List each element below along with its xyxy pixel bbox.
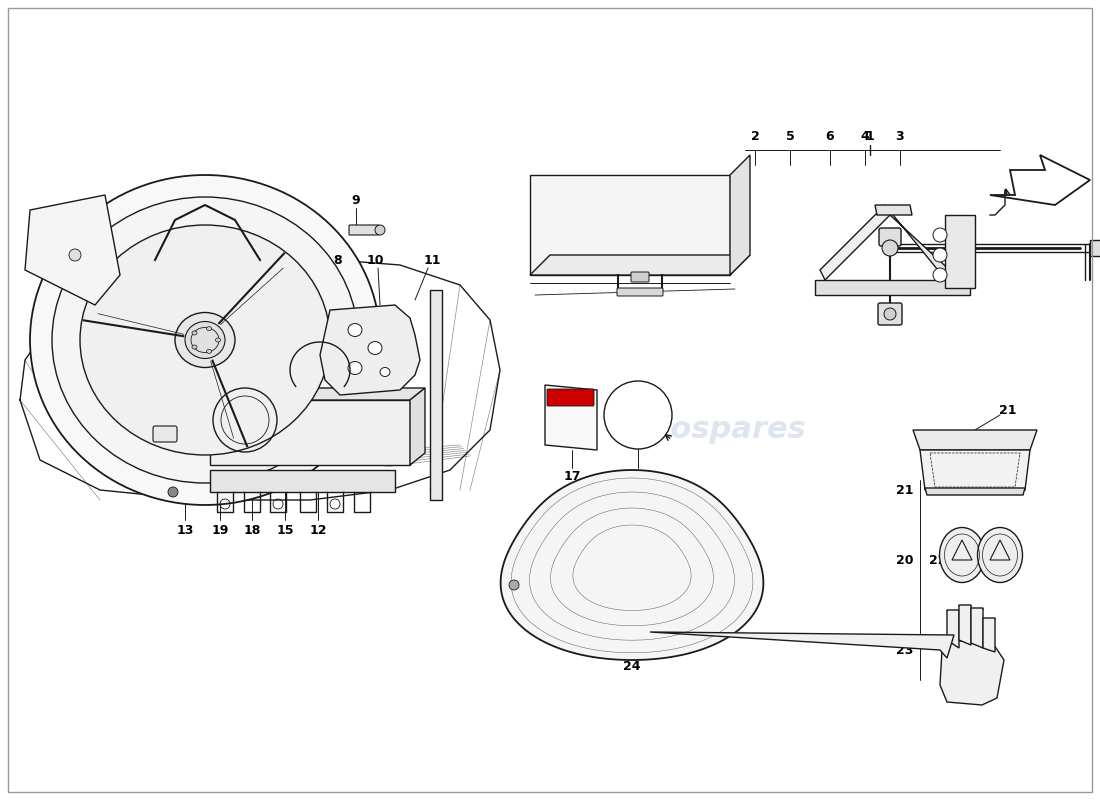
Polygon shape xyxy=(210,470,395,492)
Circle shape xyxy=(933,228,947,242)
Polygon shape xyxy=(983,618,996,652)
Text: 18: 18 xyxy=(243,523,261,537)
Text: 4: 4 xyxy=(860,130,869,142)
FancyBboxPatch shape xyxy=(879,228,901,246)
Polygon shape xyxy=(945,215,975,288)
Polygon shape xyxy=(920,450,1030,490)
FancyBboxPatch shape xyxy=(547,389,594,406)
Polygon shape xyxy=(730,155,750,275)
Text: 21: 21 xyxy=(896,483,914,497)
Polygon shape xyxy=(430,290,442,500)
FancyBboxPatch shape xyxy=(617,288,663,296)
Text: 16: 16 xyxy=(629,470,647,482)
Text: ✦: ✦ xyxy=(967,670,977,680)
Polygon shape xyxy=(210,388,425,400)
Text: 17: 17 xyxy=(563,470,581,482)
Text: 1: 1 xyxy=(866,130,874,142)
Ellipse shape xyxy=(30,175,379,505)
Text: 21: 21 xyxy=(999,403,1016,417)
Polygon shape xyxy=(815,280,970,295)
FancyBboxPatch shape xyxy=(349,225,379,235)
Text: 24: 24 xyxy=(624,661,640,674)
Text: 22: 22 xyxy=(930,554,947,566)
Ellipse shape xyxy=(80,225,330,455)
Circle shape xyxy=(882,240,898,256)
Polygon shape xyxy=(971,608,983,648)
Text: MAX
KM/h: MAX KM/h xyxy=(631,424,645,434)
Text: 13: 13 xyxy=(176,523,194,537)
Circle shape xyxy=(509,580,519,590)
Polygon shape xyxy=(650,632,954,658)
Polygon shape xyxy=(530,175,730,275)
Ellipse shape xyxy=(52,197,358,483)
Text: 15: 15 xyxy=(276,523,294,537)
Ellipse shape xyxy=(368,342,382,354)
Text: 20: 20 xyxy=(896,554,914,566)
Polygon shape xyxy=(820,205,890,280)
Text: eurospares: eurospares xyxy=(614,415,806,445)
FancyBboxPatch shape xyxy=(153,426,177,442)
Ellipse shape xyxy=(978,527,1023,582)
Ellipse shape xyxy=(175,313,235,367)
Text: 10: 10 xyxy=(366,254,384,266)
Circle shape xyxy=(69,249,81,261)
Text: 9: 9 xyxy=(352,194,361,206)
Ellipse shape xyxy=(192,331,197,335)
Circle shape xyxy=(604,381,672,449)
Text: 7: 7 xyxy=(166,242,175,254)
Polygon shape xyxy=(990,155,1090,205)
Polygon shape xyxy=(500,470,763,660)
Ellipse shape xyxy=(216,338,220,342)
Polygon shape xyxy=(25,195,120,305)
Polygon shape xyxy=(410,388,425,465)
Text: 6: 6 xyxy=(826,130,834,142)
Text: eurospares: eurospares xyxy=(103,415,296,445)
Polygon shape xyxy=(210,400,410,465)
Text: 80: 80 xyxy=(618,396,658,424)
Text: 8: 8 xyxy=(333,254,342,266)
Ellipse shape xyxy=(207,326,211,330)
Circle shape xyxy=(933,268,947,282)
Circle shape xyxy=(168,487,178,497)
FancyBboxPatch shape xyxy=(878,303,902,325)
Ellipse shape xyxy=(379,367,390,377)
Text: 3: 3 xyxy=(895,130,904,142)
Ellipse shape xyxy=(185,322,226,358)
FancyBboxPatch shape xyxy=(631,272,649,282)
Circle shape xyxy=(933,248,947,262)
Text: 14: 14 xyxy=(69,214,87,226)
Polygon shape xyxy=(874,205,912,215)
Ellipse shape xyxy=(192,345,197,349)
Polygon shape xyxy=(320,305,420,395)
Polygon shape xyxy=(1090,240,1100,256)
Text: FERRARI: FERRARI xyxy=(558,394,584,399)
Text: MAX: MAX xyxy=(631,390,645,394)
Polygon shape xyxy=(925,488,1025,495)
Text: 2: 2 xyxy=(750,130,759,142)
Polygon shape xyxy=(959,605,971,645)
Text: 12: 12 xyxy=(309,523,327,537)
Text: 19: 19 xyxy=(211,523,229,537)
Ellipse shape xyxy=(348,323,362,337)
Polygon shape xyxy=(913,430,1037,450)
Polygon shape xyxy=(947,610,959,648)
Circle shape xyxy=(884,308,896,320)
Text: 5: 5 xyxy=(785,130,794,142)
Ellipse shape xyxy=(207,350,211,354)
Text: 23: 23 xyxy=(896,643,914,657)
Polygon shape xyxy=(544,385,597,450)
Circle shape xyxy=(375,225,385,235)
Polygon shape xyxy=(886,205,955,285)
Ellipse shape xyxy=(939,527,984,582)
Text: 11: 11 xyxy=(424,254,441,266)
Ellipse shape xyxy=(348,362,362,374)
Polygon shape xyxy=(940,640,1004,705)
Polygon shape xyxy=(530,255,750,275)
